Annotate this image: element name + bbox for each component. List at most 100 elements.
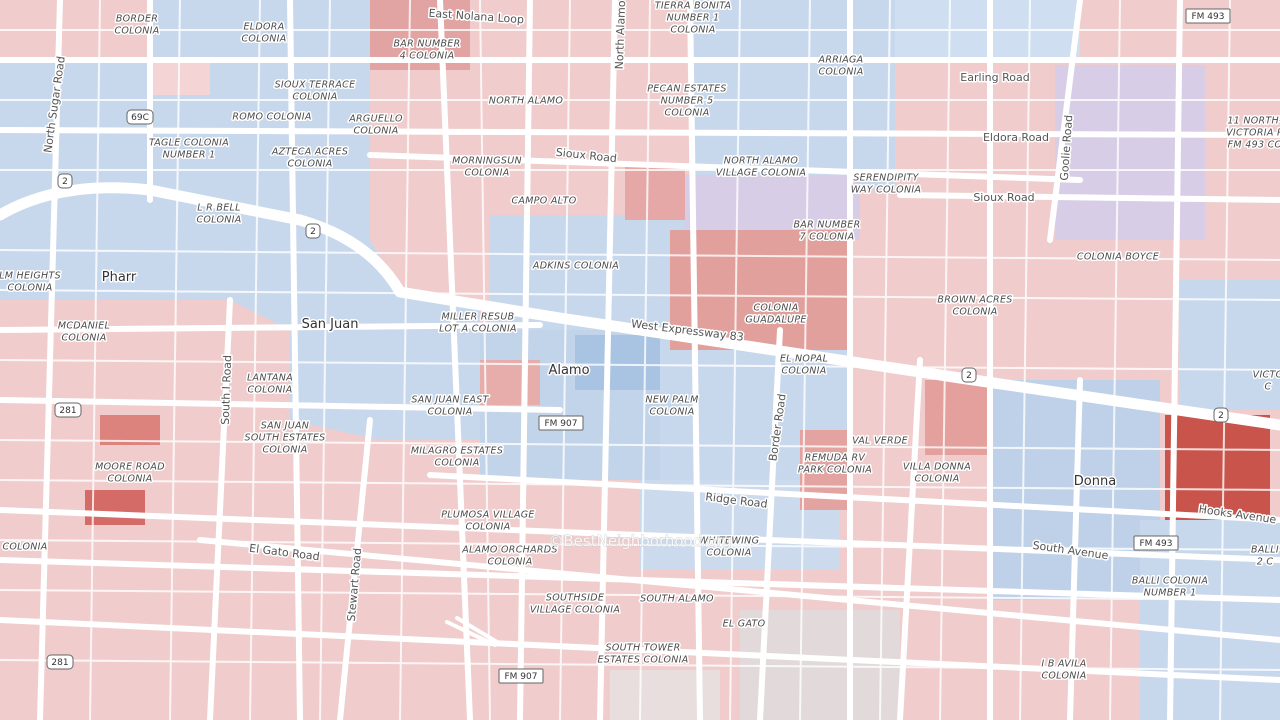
place-label-line: SAN JUAN EAST	[411, 395, 489, 406]
red-area	[925, 380, 990, 455]
place-label-line: COLONIA	[487, 557, 532, 568]
shield-box	[498, 668, 544, 684]
place-label-line: COLONIA	[670, 25, 715, 36]
place-label-line: NORTH ALAMO	[489, 96, 564, 107]
place-label-line: 4 COLONIA	[400, 51, 455, 62]
place-label: SOUTHSIDE VILLAGE COLONIA	[530, 593, 620, 616]
road-label: Eldora Road	[983, 131, 1049, 144]
place-label-line: COLONIA	[465, 522, 510, 533]
shield-box	[1213, 407, 1229, 423]
place-label-line: GUADALUPE	[745, 315, 806, 326]
place-label: MORNINGSUN COLONIA	[452, 156, 522, 179]
place-label: MILAGRO ESTATES COLONIA	[411, 446, 503, 469]
place-label-line: WAY COLONIA	[851, 185, 922, 196]
place-label-line: SOUTH ALAMO	[640, 594, 714, 605]
place-label-line: COLONIA	[107, 474, 152, 485]
place-label-line: COLONIA	[287, 159, 332, 170]
place-label: BROWN ACRES COLONIA	[937, 295, 1012, 318]
place-label: ADKINS COLONIA	[532, 261, 619, 272]
blue-area	[0, 0, 480, 440]
place-label-line: FM 493 CO	[1228, 140, 1280, 151]
place-label: SOUTH ALAMO	[640, 594, 714, 605]
place-label: ELDORA COLONIA	[241, 22, 286, 45]
place-label: NEW PALM COLONIA	[645, 395, 698, 418]
place-label-line: BROWN ACRES	[937, 295, 1012, 306]
shield-box	[54, 402, 82, 418]
place-label-line: COLONIA	[241, 34, 286, 45]
place-label-line: SIOUX TERRACE	[275, 80, 356, 91]
shield-box	[126, 109, 154, 125]
runway	[445, 616, 499, 647]
place-label: TIERRA BONITA NUMBER 1 COLONIA	[655, 1, 732, 36]
shield-label: 2	[310, 227, 316, 237]
place-label-line: VAL VERDE	[852, 436, 908, 447]
place-label-line: BAR NUMBER	[793, 220, 860, 231]
place-label: EL GATO	[723, 619, 766, 630]
place-label-line: PECAN ESTATES	[647, 84, 727, 95]
city-label: Alamo	[548, 363, 589, 378]
shield-box	[1185, 8, 1231, 24]
place-label-line: LOT A COLONIA	[439, 324, 517, 335]
route-shield: 281	[54, 402, 82, 418]
place-label-line: ELDORA	[244, 22, 285, 33]
place-label-line: EL NOPAL	[780, 354, 828, 365]
place-label-line: 2 C	[1257, 557, 1274, 568]
road-label: South I Road	[219, 355, 234, 425]
place-label-line: BALLI COLONIA	[1132, 576, 1208, 587]
place-label-line: SOUTHSIDE	[546, 593, 604, 604]
place-label: VILLA DONNA COLONIA	[903, 462, 971, 485]
place-label-line: COLONIA	[1041, 671, 1086, 682]
shield-box	[46, 654, 74, 670]
place-label: ARRIAGA COLONIA	[818, 55, 864, 78]
place-label: NORTH ALAMO VILLAGE COLONIA	[716, 156, 806, 179]
place-label: ROMO COLONIA	[232, 112, 311, 123]
place-label-line: COLONIA	[292, 92, 337, 103]
labels: BORDER COLONIA ELDORA COLONIA BAR NUMBER 4 CO…	[0, 0, 1280, 684]
place-label-line: VICTO	[1253, 370, 1280, 381]
place-label-line: ALAMO ORCHARDS	[461, 545, 557, 556]
place-label-line: L R BELL	[197, 203, 240, 214]
place-label-line: MCDANIEL	[58, 321, 110, 332]
place-label: PLUMOSA VILLAGE COLONIA	[441, 510, 534, 533]
place-label: BAR NUMBER 4 COLONIA	[393, 39, 460, 62]
shield-box	[538, 415, 584, 431]
place-label: BAR NUMBER 7 COLONIA	[793, 220, 860, 243]
route-shield: FM 493	[1185, 8, 1231, 24]
place-label-line: NUMBER 1	[163, 150, 216, 161]
place-label: NORTH ALAMO	[489, 96, 564, 107]
route-shield: FM 907	[538, 415, 584, 431]
place-label: MILLER RESUB LOT A COLONIA	[439, 312, 517, 335]
place-label-line: ARGUELLO	[348, 114, 403, 125]
place-label-line: LM HEIGHTS	[0, 271, 61, 282]
place-label-line: COLONIA	[781, 366, 826, 377]
shield-box	[1133, 535, 1179, 551]
place-label-line: COLONIA	[434, 458, 479, 469]
place-label: REMUDA RV PARK COLONIA	[798, 453, 872, 476]
purple-area	[685, 175, 860, 240]
place-label-line: BALLI	[1251, 545, 1279, 556]
place-label: WHITEWING COLONIA	[699, 536, 760, 559]
place-label-line: SAN JUAN	[261, 421, 309, 432]
place-label-line: NUMBER 5	[661, 96, 714, 107]
place-label-line: COLONIA	[818, 67, 863, 78]
place-label: SIOUX TERRACE COLONIA	[275, 80, 356, 103]
shield-label: 281	[59, 406, 76, 416]
place-label-line: PARK COLONIA	[798, 465, 872, 476]
route-shield: 2	[961, 367, 977, 383]
route-shield: 2	[305, 223, 321, 239]
place-label: VAL VERDE	[852, 436, 908, 447]
place-label-line: TIERRA BONITA	[655, 1, 732, 12]
place-label: ARGUELLO COLONIA	[348, 114, 403, 137]
place-label-line: BORDER	[116, 14, 158, 25]
place-label: SAN JUAN SOUTH ESTATES COLONIA	[245, 421, 326, 456]
shield-label: 2	[62, 177, 68, 187]
place-label-line: COLONIA	[61, 333, 106, 344]
red-area	[1165, 415, 1270, 520]
city-label: Donna	[1074, 474, 1116, 489]
shield-label: FM 493	[1192, 12, 1225, 22]
road-label: Goolie Road	[1058, 114, 1076, 181]
place-label: COLONIA	[2, 542, 47, 553]
place-label-line: ESTATES COLONIA	[597, 655, 688, 666]
red-area	[670, 230, 850, 350]
